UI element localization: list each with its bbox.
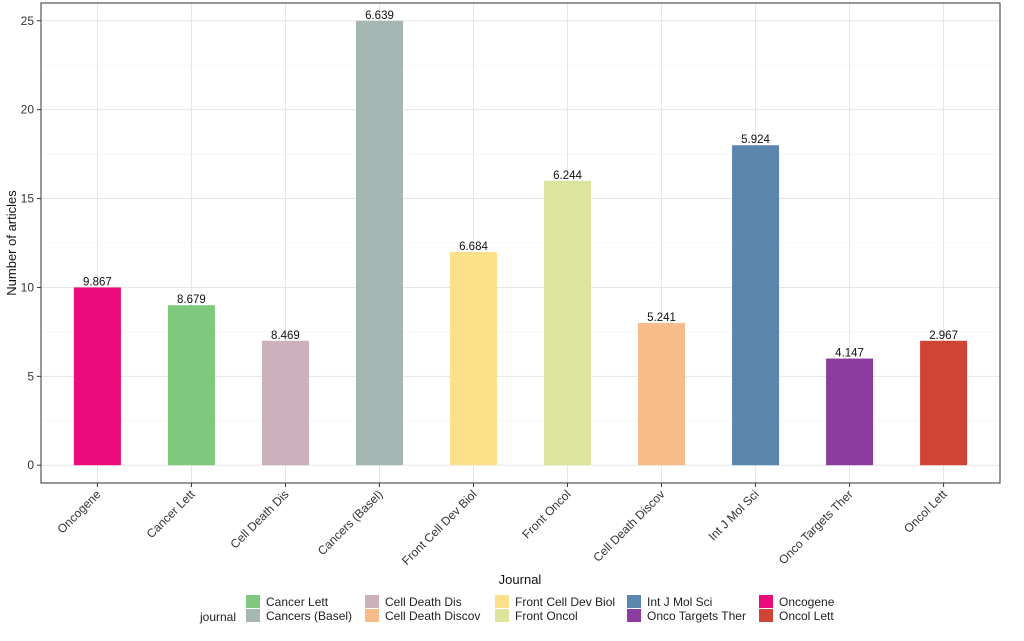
bar-value-label: 5.924 bbox=[741, 134, 770, 146]
bar-value-label: 6.639 bbox=[365, 10, 394, 22]
bar bbox=[73, 287, 121, 466]
legend-swatch bbox=[246, 595, 260, 608]
bar bbox=[732, 145, 780, 466]
legend-entry-label: Int J Mol Sci bbox=[647, 595, 712, 609]
legend-entry-label: Cancer Lett bbox=[266, 595, 329, 609]
bar-value-label: 6.244 bbox=[553, 170, 582, 182]
legend-swatch bbox=[759, 595, 773, 608]
y-tick-label: 10 bbox=[21, 280, 35, 294]
legend-entry-label: Onco Targets Ther bbox=[647, 609, 746, 623]
legend-entry-label: Cell Death Discov bbox=[385, 609, 480, 623]
bar bbox=[826, 358, 874, 466]
y-axis-title: Number of articles bbox=[4, 190, 19, 296]
bar-value-label: 8.679 bbox=[177, 294, 206, 306]
legend-swatch bbox=[495, 595, 509, 608]
legend-swatch bbox=[627, 595, 641, 608]
legend-swatch bbox=[365, 609, 379, 622]
bar bbox=[167, 305, 215, 466]
bar bbox=[920, 340, 968, 466]
x-axis-title: Journal bbox=[499, 572, 542, 587]
legend-swatch bbox=[246, 609, 260, 622]
y-tick-label: 25 bbox=[21, 14, 35, 28]
bar bbox=[261, 340, 309, 466]
bars bbox=[73, 20, 968, 466]
bar-value-label: 5.241 bbox=[647, 312, 676, 324]
legend-title: journal bbox=[199, 610, 236, 624]
plot-panel-border bbox=[40, 2, 1001, 484]
bar-value-label: 6.684 bbox=[459, 241, 488, 253]
legend-swatch bbox=[627, 609, 641, 622]
legend-entry-label: Cancers (Basel) bbox=[266, 609, 352, 623]
bar bbox=[544, 180, 592, 466]
bar-value-label: 4.147 bbox=[835, 348, 864, 360]
bar-value-label: 2.967 bbox=[929, 330, 958, 342]
bar bbox=[638, 323, 686, 466]
legend-swatch bbox=[759, 609, 773, 622]
bar-value-label: 9.867 bbox=[83, 276, 112, 288]
legend-entry-label: Oncol Lett bbox=[779, 609, 834, 623]
y-tick-label: 0 bbox=[27, 458, 34, 472]
legend-entry-label: Front Oncol bbox=[515, 609, 578, 623]
bar bbox=[355, 20, 403, 466]
y-tick-label: 15 bbox=[21, 192, 35, 206]
bar-value-label: 8.469 bbox=[271, 330, 300, 342]
legend-swatch bbox=[495, 609, 509, 622]
data-labels: 9.867 8.679 8.469 6.639 6.684 6.244 5.241 5.924… bbox=[83, 10, 958, 360]
legend-entry-label: Cell Death Dis bbox=[385, 595, 462, 609]
y-tick-label: 5 bbox=[27, 369, 34, 383]
y-axis: 0 5 10 15 20 25 bbox=[21, 14, 41, 472]
y-tick-label: 20 bbox=[21, 103, 35, 117]
bar bbox=[449, 251, 497, 466]
legend-swatch bbox=[365, 595, 379, 608]
legend-entry-label: Oncogene bbox=[779, 595, 835, 609]
legend-entry-label: Front Cell Dev Biol bbox=[515, 595, 615, 609]
